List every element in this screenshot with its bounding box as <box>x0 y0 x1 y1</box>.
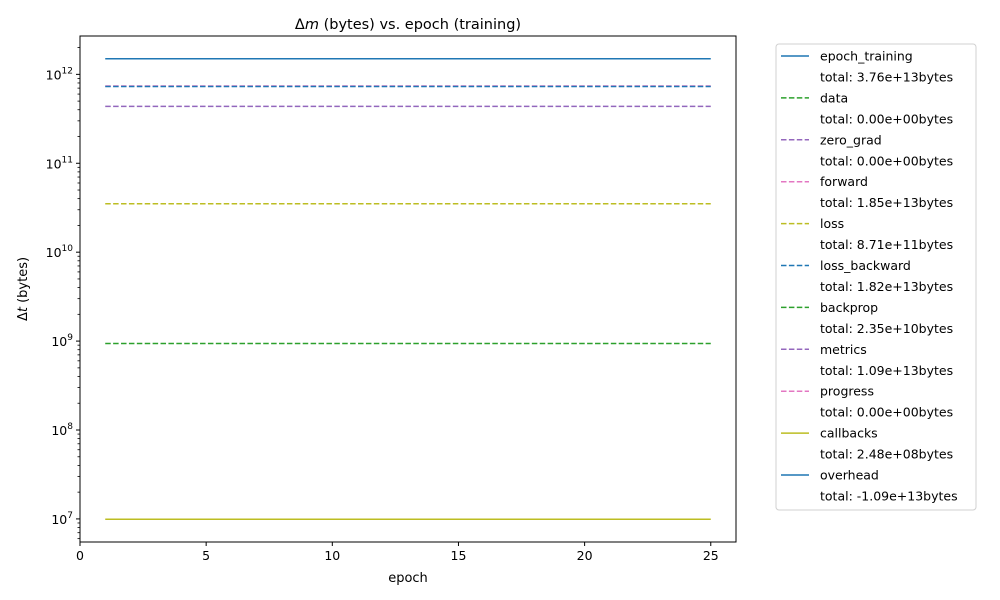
legend-label: epoch_training <box>820 49 913 64</box>
y-tick-label: 107 <box>51 511 73 527</box>
x-tick-label: 10 <box>324 548 340 563</box>
x-tick-label: 15 <box>451 548 467 563</box>
x-axis: 0 5 10 15 20 25 <box>76 542 719 563</box>
y-tick-label: 109 <box>51 333 73 349</box>
legend-label: callbacks <box>820 426 878 441</box>
legend-label: overhead <box>820 468 879 483</box>
legend-total: total: 0.00e+00bytes <box>820 111 953 126</box>
legend-total: total: 1.82e+13bytes <box>820 279 953 294</box>
x-tick-label: 5 <box>202 548 210 563</box>
legend: epoch_training total: 3.76e+13bytes data to… <box>775 43 977 511</box>
legend-label: backprop <box>820 300 878 315</box>
x-tick-label: 0 <box>76 548 84 563</box>
y-tick-label: 1010 <box>46 244 74 260</box>
y-tick-label: 1011 <box>46 155 73 171</box>
y-tick-label: 1012 <box>46 66 73 82</box>
legend-label: metrics <box>820 342 867 357</box>
plot-lines <box>105 57 711 521</box>
x-axis-label: epoch <box>388 571 428 586</box>
legend-total: total: 1.85e+13bytes <box>820 195 953 210</box>
legend-label: loss_backward <box>820 258 911 273</box>
x-tick-label: 25 <box>703 548 719 563</box>
legend-total: total: 2.48e+08bytes <box>820 447 953 462</box>
legend-label: zero_grad <box>820 132 882 147</box>
legend-total: total: -1.09e+13bytes <box>820 489 958 504</box>
chart-title: Δm (bytes) vs. epoch (training) <box>295 17 521 33</box>
legend-label: progress <box>820 384 874 399</box>
y-tick-label: 108 <box>51 422 73 438</box>
x-tick-label: 20 <box>577 548 593 563</box>
legend-total: total: 2.35e+10bytes <box>820 321 953 336</box>
legend-label: loss <box>820 216 844 231</box>
y-axis: 107 108 109 1010 1011 1012 <box>46 47 80 540</box>
legend-total: total: 8.71e+11bytes <box>820 237 953 252</box>
legend-total: total: 3.76e+13bytes <box>820 70 953 85</box>
legend-total: total: 1.09e+13bytes <box>820 363 953 378</box>
legend-total: total: 0.00e+00bytes <box>820 153 953 168</box>
legend-label: forward <box>820 174 868 189</box>
y-axis-label: Δt (bytes) <box>16 257 31 321</box>
legend-frame <box>775 43 977 511</box>
legend-label: data <box>820 90 848 105</box>
legend-total: total: 0.00e+00bytes <box>820 405 953 420</box>
plot-frame <box>79 35 737 543</box>
